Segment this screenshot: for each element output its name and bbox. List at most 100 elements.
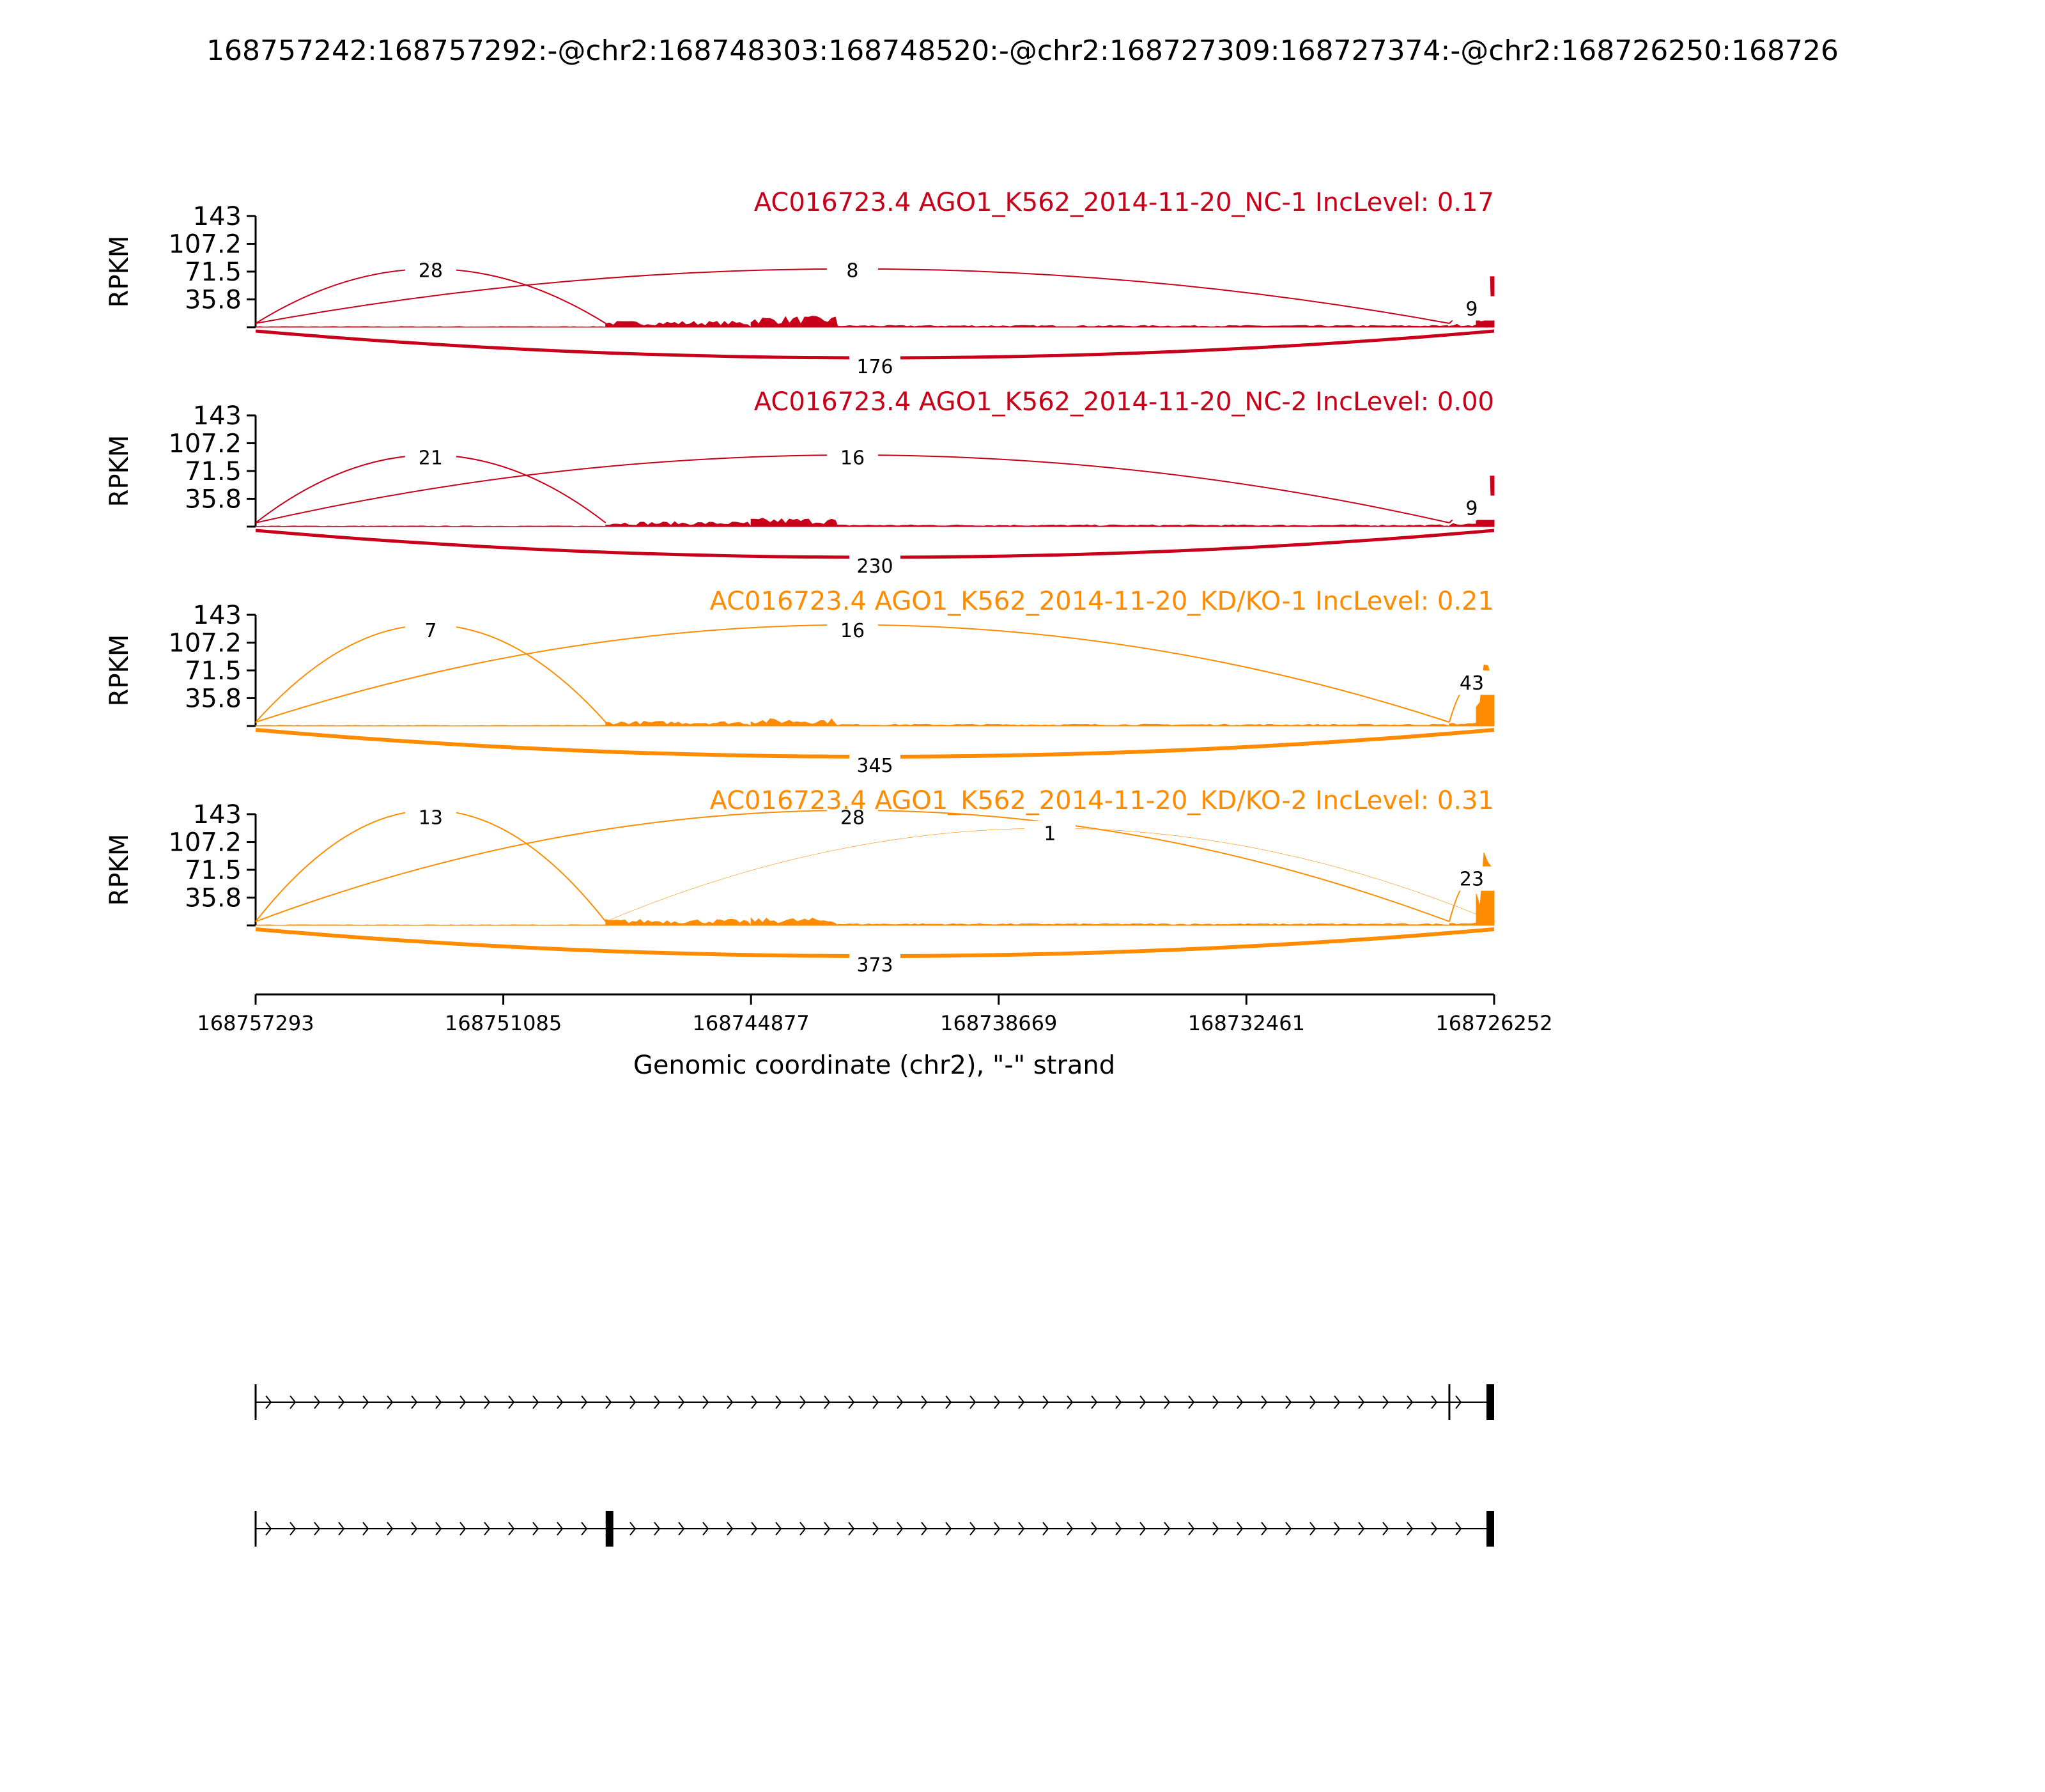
- strand-arrow: [1139, 1522, 1146, 1536]
- strand-arrow: [727, 1395, 734, 1409]
- strand-arrow: [459, 1522, 467, 1536]
- strand-arrow: [824, 1395, 831, 1409]
- strand-arrow: [702, 1522, 709, 1536]
- panel-label: AC016723.4 AGO1_K562_2014-11-20_NC-2 Inc…: [754, 387, 1494, 417]
- y-tick-label: 143: [193, 401, 242, 431]
- y-tick-label: 71.5: [185, 856, 242, 885]
- strand-arrow: [1188, 1522, 1195, 1536]
- junction-count-label: 373: [856, 954, 893, 977]
- junction-count-bg: [1446, 296, 1497, 321]
- strand-arrow: [557, 1522, 564, 1536]
- strand-arrow: [1285, 1522, 1292, 1536]
- exon-block: [605, 1511, 614, 1547]
- junction-arc: [255, 927, 1495, 958]
- junction-count-label: 16: [840, 447, 865, 470]
- coverage-segment: [837, 524, 1450, 527]
- strand-arrow: [484, 1522, 491, 1536]
- junction-count-bg: [826, 618, 878, 643]
- y-tick-label: 71.5: [185, 656, 242, 686]
- y-tick-label: 107.2: [168, 828, 242, 858]
- strand-arrow: [872, 1395, 879, 1409]
- strand-arrow: [508, 1395, 515, 1409]
- strand-arrow: [678, 1395, 685, 1409]
- panel-label: AC016723.4 AGO1_K562_2014-11-20_NC-1 Inc…: [754, 188, 1494, 217]
- strand-arrow: [1042, 1522, 1049, 1536]
- strand-arrow: [799, 1522, 806, 1536]
- strand-arrow: [1164, 1522, 1171, 1536]
- junction-count-label: 28: [840, 807, 865, 829]
- strand-arrow: [1309, 1395, 1316, 1409]
- strand-arrow: [1431, 1395, 1438, 1409]
- strand-arrow: [775, 1395, 782, 1409]
- strand-arrow: [727, 1522, 734, 1536]
- strand-arrow: [314, 1522, 321, 1536]
- strand-arrow: [265, 1395, 272, 1409]
- strand-arrow: [484, 1395, 491, 1409]
- strand-arrow: [1164, 1395, 1171, 1409]
- coverage-segment: [605, 521, 752, 527]
- junction-arc: [255, 329, 1495, 360]
- strand-arrow: [435, 1522, 442, 1536]
- strand-arrow: [1115, 1395, 1122, 1409]
- x-axis-label: Genomic coordinate (chr2), "-" strand: [633, 1051, 1115, 1080]
- strand-arrow: [1407, 1522, 1414, 1536]
- junction-count-bg: [1024, 821, 1076, 846]
- coverage-segment: [750, 718, 839, 727]
- junction-count-bg: [1446, 866, 1497, 891]
- y-axis-label: RPKM: [105, 834, 134, 906]
- y-tick-label: 35.8: [185, 484, 242, 514]
- coverage-segment: [605, 918, 752, 926]
- junction-count-label: 16: [840, 620, 865, 642]
- coverage-segment: [750, 917, 839, 926]
- strand-arrow: [1212, 1395, 1219, 1409]
- junction-count-bg: [826, 258, 878, 282]
- junction-count-bg: [826, 805, 878, 830]
- strand-arrow: [435, 1395, 442, 1409]
- x-tick-label: 168757293: [197, 1011, 314, 1035]
- strand-arrow: [1018, 1522, 1025, 1536]
- strand-arrow: [994, 1522, 1001, 1536]
- y-axis-label: RPKM: [105, 236, 134, 308]
- strand-arrow: [581, 1395, 588, 1409]
- exon-block: [1486, 1511, 1494, 1547]
- coverage-segment: [750, 518, 838, 527]
- coverage-segment: [255, 725, 606, 727]
- x-tick-label: 168738669: [940, 1011, 1057, 1035]
- strand-arrow: [1285, 1395, 1292, 1409]
- page-title: 168757242:168757292:-@chr2:168748303:168…: [206, 35, 1839, 67]
- strand-arrow: [1139, 1395, 1146, 1409]
- x-tick-label: 168732461: [1188, 1011, 1305, 1035]
- strand-arrow: [411, 1522, 418, 1536]
- junction-count-label: 1: [1044, 823, 1056, 846]
- strand-arrow: [387, 1522, 394, 1536]
- strand-arrow: [532, 1522, 539, 1536]
- junction-count-label: 43: [1460, 672, 1484, 695]
- strand-arrow: [1382, 1522, 1389, 1536]
- strand-arrow: [897, 1395, 904, 1409]
- junction-count-bg: [405, 258, 456, 282]
- strand-arrow: [654, 1395, 661, 1409]
- x-tick-label: 168726252: [1435, 1011, 1552, 1035]
- coverage-segment: [1449, 722, 1477, 727]
- coverage-segment: [1449, 922, 1477, 926]
- strand-arrow: [1309, 1522, 1316, 1536]
- strand-arrow: [775, 1522, 782, 1536]
- strand-arrow: [1091, 1395, 1098, 1409]
- junction-count-label: 176: [856, 356, 893, 378]
- strand-arrow: [751, 1395, 758, 1409]
- panel-label: AC016723.4 AGO1_K562_2014-11-20_KD/KO-1 …: [709, 587, 1494, 616]
- strand-arrow: [848, 1395, 855, 1409]
- y-tick-label: 35.8: [185, 883, 242, 913]
- strand-arrow: [314, 1395, 321, 1409]
- strand-arrow: [872, 1522, 879, 1536]
- strand-arrow: [1358, 1395, 1365, 1409]
- strand-arrow: [1261, 1522, 1268, 1536]
- junction-count-label: 9: [1465, 497, 1478, 520]
- junction-count-label: 8: [846, 259, 858, 282]
- y-tick-label: 143: [193, 202, 242, 231]
- strand-arrow: [289, 1395, 297, 1409]
